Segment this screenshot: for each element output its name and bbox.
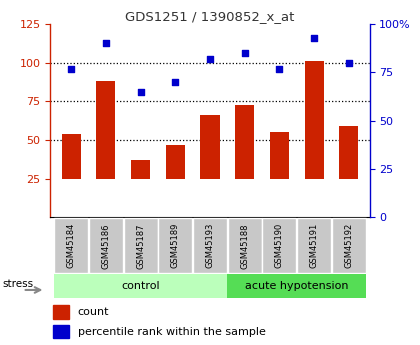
- Bar: [62, 134, 81, 179]
- Point: [207, 56, 213, 62]
- Bar: [54, 218, 88, 273]
- Text: acute hypotension: acute hypotension: [245, 282, 349, 291]
- Text: GSM45184: GSM45184: [67, 223, 76, 268]
- Bar: [53, 325, 69, 338]
- Text: GSM45188: GSM45188: [240, 223, 249, 268]
- Bar: [339, 126, 358, 179]
- Point: [311, 35, 318, 40]
- Bar: [53, 305, 69, 318]
- Bar: [158, 218, 192, 273]
- Bar: [131, 160, 150, 179]
- Bar: [270, 132, 289, 179]
- Bar: [89, 218, 123, 273]
- Bar: [332, 218, 366, 273]
- Bar: [228, 218, 262, 273]
- Text: GSM45193: GSM45193: [205, 223, 215, 268]
- Point: [172, 79, 178, 85]
- Text: GSM45190: GSM45190: [275, 223, 284, 268]
- Bar: [96, 81, 116, 179]
- Text: GSM45192: GSM45192: [344, 223, 353, 268]
- Bar: [304, 61, 324, 179]
- Bar: [262, 218, 297, 273]
- Point: [241, 50, 248, 56]
- Point: [345, 60, 352, 66]
- Bar: [227, 274, 366, 298]
- Text: GSM45189: GSM45189: [171, 223, 180, 268]
- Bar: [193, 218, 227, 273]
- Text: count: count: [78, 307, 109, 317]
- Bar: [297, 218, 331, 273]
- Point: [102, 41, 109, 46]
- Bar: [123, 218, 158, 273]
- Title: GDS1251 / 1390852_x_at: GDS1251 / 1390852_x_at: [125, 10, 295, 23]
- Text: GSM45186: GSM45186: [101, 223, 110, 268]
- Text: GSM45191: GSM45191: [310, 223, 319, 268]
- Point: [276, 66, 283, 71]
- Bar: [166, 145, 185, 179]
- Text: percentile rank within the sample: percentile rank within the sample: [78, 327, 265, 337]
- Point: [137, 89, 144, 95]
- Bar: [235, 105, 254, 179]
- Text: control: control: [121, 282, 160, 291]
- Text: GSM45187: GSM45187: [136, 223, 145, 268]
- Bar: [54, 274, 227, 298]
- Point: [68, 66, 75, 71]
- Bar: [200, 115, 220, 179]
- Text: stress: stress: [3, 279, 34, 289]
